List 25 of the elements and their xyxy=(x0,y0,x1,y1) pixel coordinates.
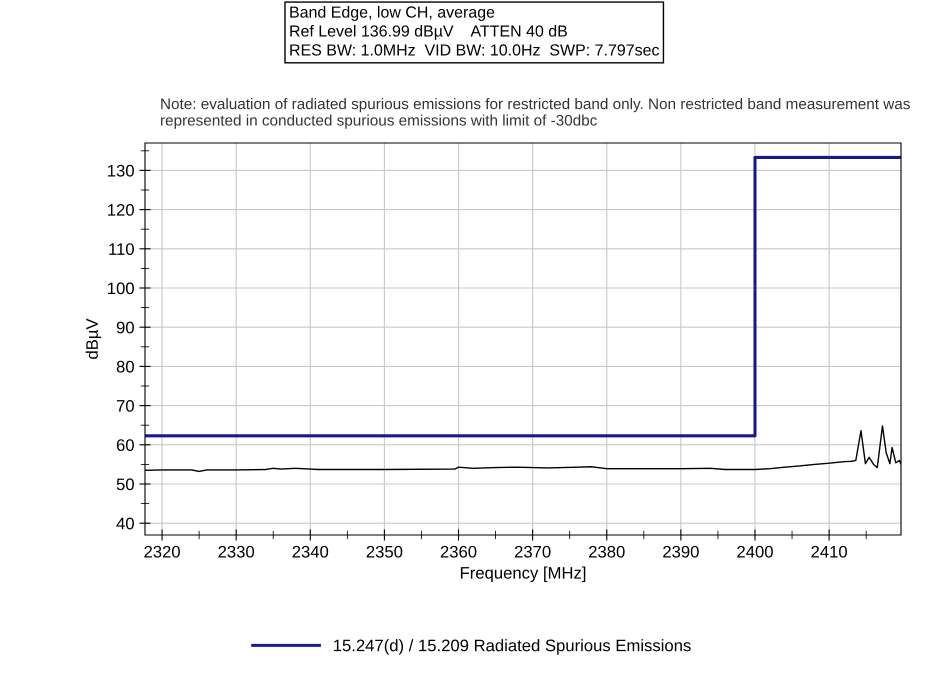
y-tick-label: 100 xyxy=(108,282,134,294)
y-tick-label: 120 xyxy=(108,204,134,216)
y-tick-label: 130 xyxy=(108,164,134,177)
x-tick-label: 2360 xyxy=(440,546,476,558)
y-tick-label: 80 xyxy=(116,360,134,373)
x-tick-label: 2350 xyxy=(366,546,402,558)
y-tick-label: 110 xyxy=(109,243,134,256)
x-tick-label: 2330 xyxy=(218,546,254,558)
legend-label: 15.247(d) / 15.209 Radiated Spurious Emissions xyxy=(334,639,691,655)
x-tick-label: 2410 xyxy=(811,546,847,558)
y-tick-label: 50 xyxy=(116,478,134,490)
x-tick-label: 2370 xyxy=(514,546,551,558)
chart-title: Band Edge, low CH, average Ref Level 136.99 dBµV ATTEN 40 dB RES BW: 1.0MHz VID BW: 10.0Hz SWP: 7.797sec xyxy=(290,6,660,56)
x-tick-label: 2390 xyxy=(663,546,699,558)
y-tick-label: 60 xyxy=(116,439,134,452)
y-tick-label: 70 xyxy=(116,400,134,412)
y-tick-label: 40 xyxy=(116,518,134,530)
x-tick-label: 2400 xyxy=(737,546,773,558)
x-tick-label: 2340 xyxy=(292,546,328,558)
y-tick-label: 90 xyxy=(116,322,134,334)
x-tick-label: 2320 xyxy=(144,546,180,558)
x-tick-label: 2380 xyxy=(589,546,625,558)
y-axis-title: dBµV xyxy=(86,318,102,359)
x-axis-title: Frequency [MHz] xyxy=(460,566,586,582)
chart-subtitle: Note: evaluation of radiated spurious emissions for restricted band only. Non restricted band measurement was represented in conducted spurious emissions with limit of -30dbc xyxy=(161,98,910,129)
